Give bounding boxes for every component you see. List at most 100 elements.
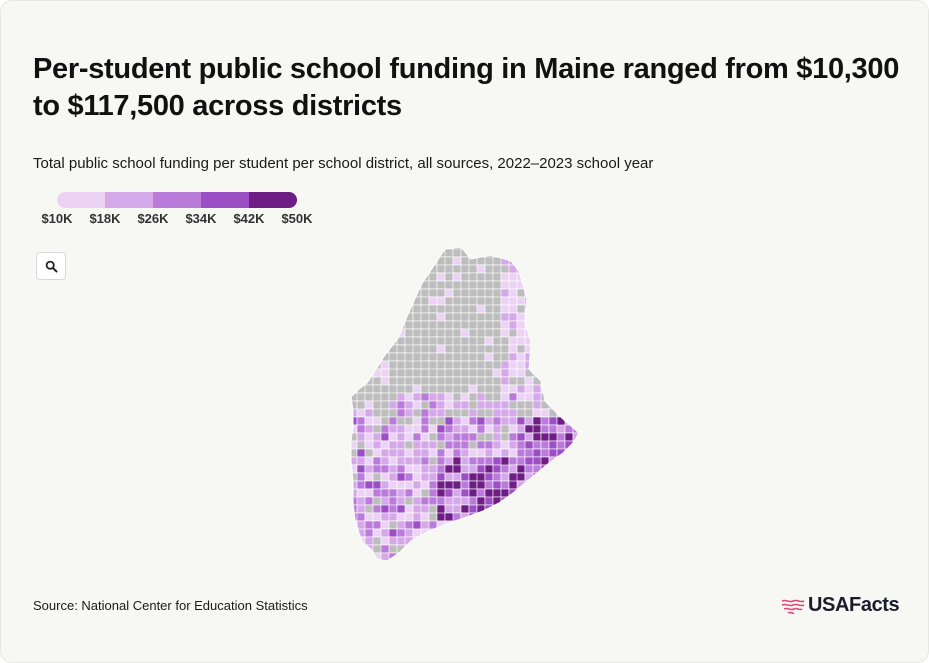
- district-shape[interactable]: [412, 241, 422, 250]
- district-shape[interactable]: [573, 569, 581, 571]
- district-shape[interactable]: [572, 488, 581, 506]
- district-shape[interactable]: [380, 384, 390, 394]
- district-shape[interactable]: [388, 288, 406, 306]
- district-shape[interactable]: [436, 288, 446, 298]
- district-shape[interactable]: [404, 320, 414, 330]
- district-shape[interactable]: [524, 560, 542, 571]
- district-shape[interactable]: [589, 521, 591, 529]
- district-shape[interactable]: [540, 272, 550, 290]
- district-shape[interactable]: [468, 536, 478, 546]
- district-shape[interactable]: [572, 368, 581, 378]
- district-shape[interactable]: [564, 560, 574, 569]
- district-shape[interactable]: [540, 280, 550, 298]
- district-shape[interactable]: [396, 352, 406, 362]
- district-shape[interactable]: [564, 504, 574, 514]
- district-shape[interactable]: [468, 272, 478, 282]
- district-shape[interactable]: [428, 280, 438, 290]
- district-shape[interactable]: [452, 304, 462, 314]
- district-shape[interactable]: [388, 304, 398, 322]
- district-shape[interactable]: [500, 384, 510, 394]
- district-shape[interactable]: [581, 257, 589, 265]
- district-shape[interactable]: [380, 560, 390, 569]
- district-shape[interactable]: [404, 392, 414, 402]
- district-shape[interactable]: [524, 344, 534, 354]
- district-shape[interactable]: [540, 512, 550, 522]
- district-shape[interactable]: [589, 433, 591, 441]
- district-shape[interactable]: [412, 264, 430, 274]
- district-shape[interactable]: [540, 360, 550, 370]
- district-shape[interactable]: [341, 320, 358, 338]
- district-shape[interactable]: [540, 248, 550, 258]
- district-shape[interactable]: [468, 544, 486, 561]
- district-shape[interactable]: [452, 424, 462, 434]
- district-shape[interactable]: [444, 288, 454, 298]
- district-shape[interactable]: [532, 512, 550, 530]
- district-shape[interactable]: [349, 376, 358, 394]
- district-shape[interactable]: [436, 344, 446, 354]
- district-shape[interactable]: [532, 352, 542, 362]
- district-shape[interactable]: [572, 360, 589, 370]
- district-shape[interactable]: [444, 344, 454, 354]
- district-shape[interactable]: [532, 272, 550, 282]
- district-shape[interactable]: [428, 544, 446, 561]
- district-shape[interactable]: [412, 432, 422, 442]
- district-shape[interactable]: [396, 384, 406, 394]
- district-shape[interactable]: [492, 400, 502, 410]
- district-shape[interactable]: [388, 560, 398, 569]
- district-shape[interactable]: [396, 448, 406, 458]
- district-shape[interactable]: [412, 488, 422, 498]
- district-shape[interactable]: [476, 392, 486, 402]
- district-shape[interactable]: [532, 536, 542, 554]
- district-shape[interactable]: [341, 312, 358, 330]
- district-shape[interactable]: [556, 512, 566, 522]
- district-shape[interactable]: [380, 320, 390, 330]
- district-shape[interactable]: [380, 312, 390, 322]
- district-shape[interactable]: [404, 312, 414, 322]
- district-shape[interactable]: [508, 400, 518, 410]
- district-shape[interactable]: [476, 376, 486, 386]
- district-shape[interactable]: [404, 520, 414, 530]
- district-shape[interactable]: [460, 504, 470, 514]
- district-shape[interactable]: [364, 296, 374, 306]
- district-shape[interactable]: [581, 457, 589, 465]
- district-shape[interactable]: [356, 368, 366, 386]
- district-shape[interactable]: [548, 280, 558, 298]
- district-shape[interactable]: [508, 440, 518, 450]
- district-shape[interactable]: [532, 312, 550, 322]
- district-shape[interactable]: [341, 521, 349, 529]
- district-shape[interactable]: [508, 528, 518, 538]
- district-shape[interactable]: [548, 320, 558, 330]
- district-shape[interactable]: [356, 392, 366, 402]
- district-shape[interactable]: [460, 400, 470, 410]
- district-shape[interactable]: [468, 440, 478, 450]
- district-shape[interactable]: [364, 496, 374, 506]
- district-shape[interactable]: [460, 552, 470, 561]
- district-shape[interactable]: [532, 448, 542, 458]
- district-shape[interactable]: [484, 272, 494, 282]
- district-shape[interactable]: [581, 433, 591, 441]
- district-shape[interactable]: [484, 544, 494, 554]
- district-shape[interactable]: [548, 344, 558, 354]
- district-shape[interactable]: [373, 569, 381, 571]
- district-shape[interactable]: [349, 464, 358, 474]
- district-shape[interactable]: [396, 304, 406, 322]
- district-shape[interactable]: [556, 464, 574, 474]
- district-shape[interactable]: [556, 560, 566, 569]
- district-shape[interactable]: [396, 376, 406, 386]
- district-shape[interactable]: [589, 257, 591, 265]
- district-shape[interactable]: [436, 472, 446, 482]
- district-shape[interactable]: [581, 497, 591, 505]
- district-shape[interactable]: [509, 569, 525, 571]
- district-shape[interactable]: [572, 384, 581, 402]
- district-shape[interactable]: [581, 417, 589, 433]
- district-shape[interactable]: [405, 569, 413, 571]
- district-shape[interactable]: [364, 480, 374, 490]
- district-shape[interactable]: [349, 304, 358, 314]
- district-shape[interactable]: [404, 432, 414, 442]
- district-shape[interactable]: [388, 368, 398, 378]
- district-shape[interactable]: [532, 304, 550, 322]
- district-shape[interactable]: [388, 544, 398, 554]
- district-shape[interactable]: [548, 448, 558, 458]
- district-shape[interactable]: [460, 472, 470, 482]
- district-shape[interactable]: [396, 296, 406, 306]
